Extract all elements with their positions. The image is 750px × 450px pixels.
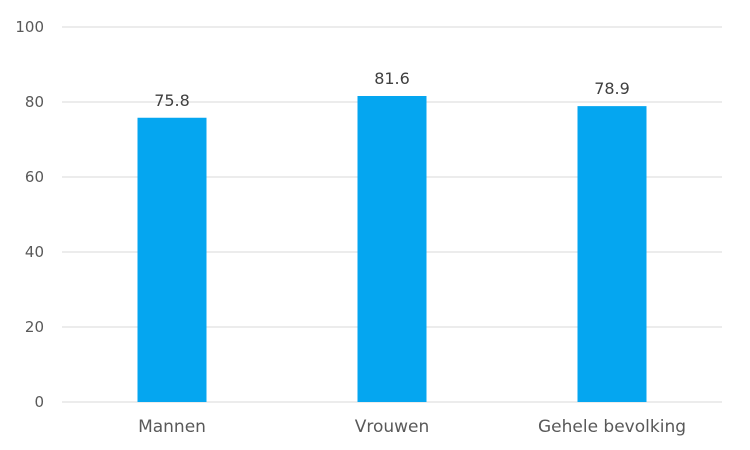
- data-label: 78.9: [594, 79, 630, 98]
- y-tick-label: 40: [25, 243, 44, 261]
- bar: [357, 96, 427, 402]
- x-tick-label: Mannen: [138, 417, 206, 437]
- bar: [137, 117, 207, 402]
- y-tick-label: 0: [34, 393, 44, 411]
- data-label: 75.8: [154, 91, 190, 110]
- bar: [577, 106, 647, 402]
- data-label: 81.6: [374, 69, 410, 88]
- y-tick-label: 80: [25, 93, 44, 111]
- x-tick-label: Vrouwen: [355, 417, 430, 437]
- y-tick-label: 20: [25, 318, 44, 336]
- y-tick-label: 100: [15, 18, 44, 36]
- x-tick-label: Gehele bevolking: [538, 417, 686, 437]
- y-tick-label: 60: [25, 168, 44, 186]
